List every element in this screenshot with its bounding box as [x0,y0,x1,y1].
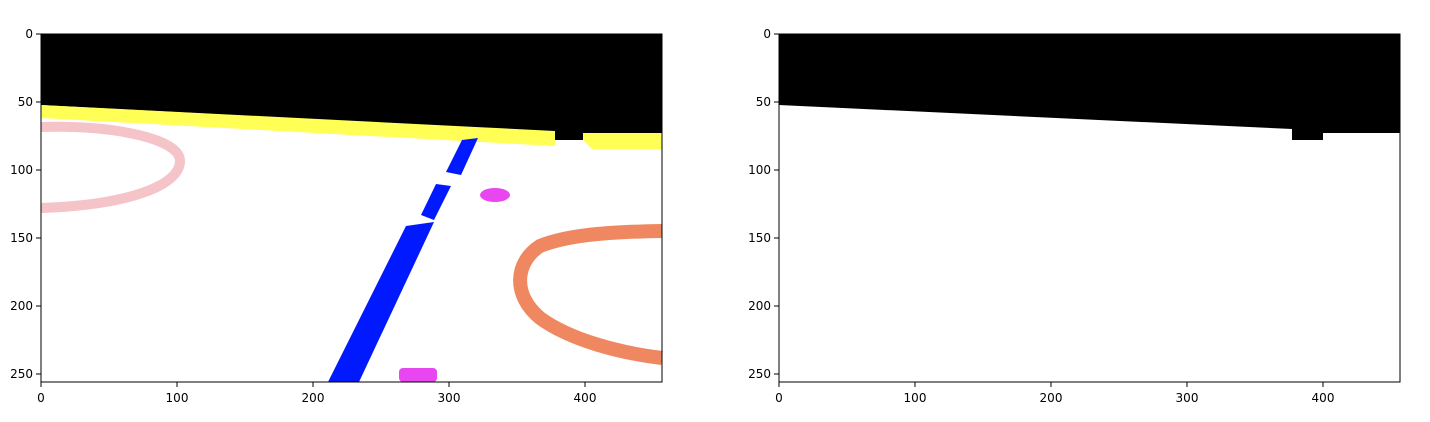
right-panel: 0 50 100 150 200 250 0 100 200 300 400 [748,27,1401,405]
right-y-tick-label: 100 [748,163,771,177]
yellow-band [41,105,555,146]
right-y-tick-label: 50 [756,95,771,109]
right-y-tick-label: 0 [763,27,771,41]
right-y-tick-label: 250 [748,367,771,381]
right-x-tick-label: 0 [775,391,783,405]
magenta-patch-lower [399,368,437,382]
yellow-band-right [583,133,662,149]
left-y-tick-label: 250 [10,367,33,381]
right-x-axis: 0 100 200 300 400 [775,382,1334,405]
left-y-tick-label: 100 [10,163,33,177]
pink-arc [40,121,186,213]
left-x-axis: 0 100 200 300 400 [37,382,596,405]
left-x-tick-label: 200 [302,391,325,405]
orange-arc [513,224,663,365]
left-y-tick-label: 200 [10,299,33,313]
right-axes-frame [778,33,1401,383]
left-y-tick-label: 50 [18,95,33,109]
right-x-tick-label: 300 [1176,391,1199,405]
right-y-axis: 0 50 100 150 200 250 [748,27,779,381]
left-x-tick-label: 0 [37,391,45,405]
blue-stripe-lower [328,222,434,382]
left-panel: 0 50 100 150 200 250 0 100 200 300 400 [10,27,663,405]
magenta-patch-upper [480,188,510,202]
right-x-tick-label: 400 [1312,391,1335,405]
left-y-tick-label: 150 [10,231,33,245]
left-x-tick-label: 400 [574,391,597,405]
right-y-tick-label: 150 [748,231,771,245]
right-x-tick-label: 100 [904,391,927,405]
left-x-tick-label: 300 [438,391,461,405]
left-x-tick-label: 100 [166,391,189,405]
left-y-axis: 0 50 100 150 200 250 [10,27,41,381]
blue-stripe-upper [446,138,478,175]
left-axes-frame [40,33,663,383]
right-x-tick-label: 200 [1040,391,1063,405]
left-y-tick-label: 0 [25,27,33,41]
left-sky-region [41,34,662,140]
right-y-tick-label: 200 [748,299,771,313]
blue-stripe-middle [421,184,451,220]
right-sky-region [779,34,1400,140]
